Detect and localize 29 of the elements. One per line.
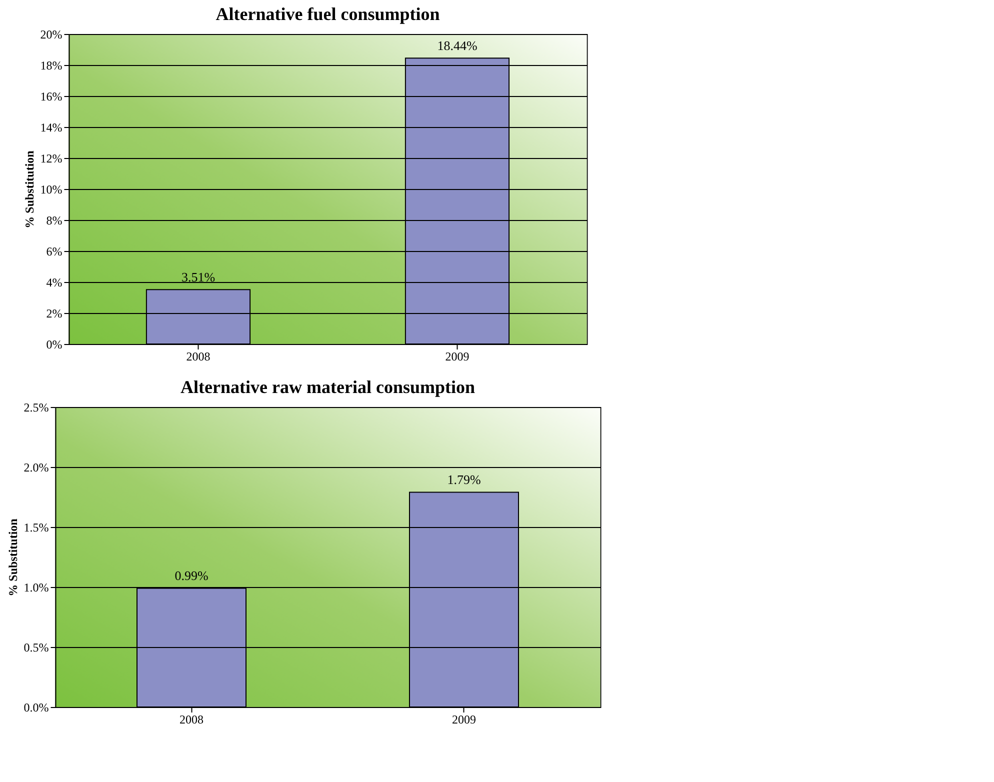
y-tick-label: 8% [46,214,62,228]
y-tick-label: 16% [40,90,62,104]
y-tick-label: 10% [40,182,62,196]
x-tick-label: 2009 [445,350,470,364]
y-tick-label: 1.5% [24,520,49,534]
chart-title: Alternative fuel consumption [216,4,440,24]
y-tick-label: 2.5% [24,400,49,414]
data-label: 0.99% [174,568,208,584]
y-tick-label: 4% [46,276,62,290]
x-tick-label: 2009 [452,712,476,726]
chart-title: Alternative raw material consumption [180,377,475,397]
x-tick-label: 2008 [186,350,210,364]
y-tick-label: 0% [46,338,62,352]
data-label: 3.51% [181,270,216,285]
y-tick-label: 14% [40,120,62,134]
y-tick-label: 1.0% [24,580,49,594]
y-tick-label: 0.5% [24,640,49,654]
data-label: 18.44% [437,38,478,54]
y-tick-label: 12% [40,152,62,166]
y-axis-title: % Substitution [22,150,36,228]
data-label: 1.79% [447,472,481,488]
y-tick-label: 2.0% [24,460,49,474]
y-tick-label: 0.0% [24,700,49,714]
y-tick-label: 2% [46,306,62,320]
y-axis-title: % Substitution [6,518,20,596]
y-tick-label: 6% [46,244,62,258]
x-tick-label: 2008 [180,712,204,726]
y-tick-label: 18% [40,58,62,72]
y-tick-label: 20% [40,28,62,42]
